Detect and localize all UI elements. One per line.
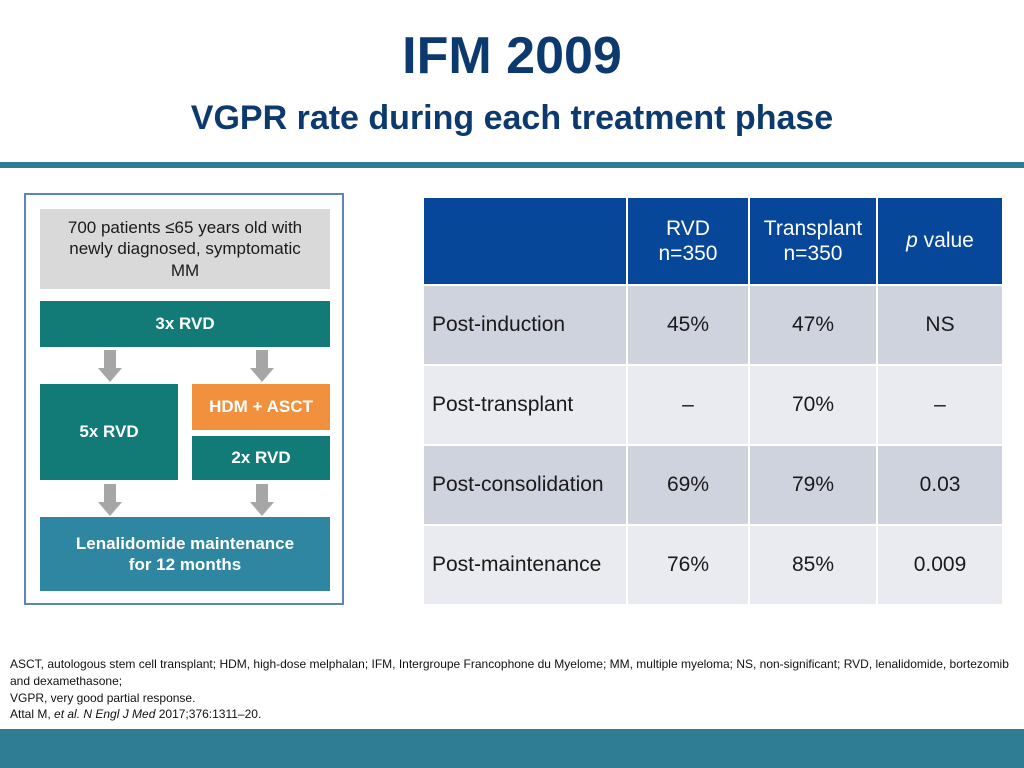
header-transplant: Transplant n=350 [748, 196, 878, 286]
consolidation-box: 2x RVD [192, 436, 330, 480]
down-arrow-icon [250, 350, 274, 384]
rvd-arm-box: 5x RVD [40, 384, 178, 480]
transplant-arm-box: HDM + ASCT [192, 384, 330, 430]
header-p-value: p value [876, 196, 1004, 286]
rvd-cell: 76% [626, 524, 750, 606]
rvd-cell: – [626, 364, 750, 446]
down-arrow-icon [98, 350, 122, 384]
p-value-cell: – [876, 364, 1004, 446]
table-row: Post-consolidation 69% 79% 0.03 [422, 444, 1004, 526]
transplant-cell: 70% [748, 364, 878, 446]
table-header-row: RVD n=350 Transplant n=350 p value [422, 196, 1004, 286]
down-arrow-icon [98, 484, 122, 518]
down-arrow-icon [250, 484, 274, 518]
header-rvd: RVD n=350 [626, 196, 750, 286]
transplant-cell: 85% [748, 524, 878, 606]
p-value-cell: 0.03 [876, 444, 1004, 526]
abbreviations-line: ASCT, autologous stem cell transplant; H… [10, 657, 1009, 688]
abbreviations-line: VGPR, very good partial response. [10, 690, 196, 705]
table-row: Post-transplant – 70% – [422, 364, 1004, 446]
transplant-cell: 47% [748, 284, 878, 366]
rvd-cell: 69% [626, 444, 750, 526]
table-row: Post-induction 45% 47% NS [422, 284, 1004, 366]
rvd-cell: 45% [626, 284, 750, 366]
induction-box: 3x RVD [40, 301, 330, 347]
slide-title: IFM 2009 [402, 27, 622, 85]
phase-cell: Post-induction [422, 284, 628, 366]
citation: Attal M, et al. N Engl J Med 2017;376:13… [10, 707, 262, 722]
maintenance-box: Lenalidomide maintenance for 12 months [40, 517, 330, 591]
footnote: ASCT, autologous stem cell transplant; H… [10, 656, 1010, 723]
footer-bar [0, 729, 1024, 768]
title-divider [0, 162, 1024, 168]
table-row: Post-maintenance 76% 85% 0.009 [422, 524, 1004, 606]
phase-cell: Post-transplant [422, 364, 628, 446]
header-empty-cell [422, 196, 628, 286]
p-value-cell: NS [876, 284, 1004, 366]
slide-subtitle: VGPR rate during each treatment phase [190, 99, 834, 137]
p-value-cell: 0.009 [876, 524, 1004, 606]
phase-cell: Post-consolidation [422, 444, 628, 526]
patients-box: 700 patients ≤65 years old with newly di… [40, 209, 330, 289]
study-design-flowchart: 700 patients ≤65 years old with newly di… [24, 193, 344, 605]
vgpr-results-table: RVD n=350 Transplant n=350 p value Post-… [422, 196, 1004, 606]
phase-cell: Post-maintenance [422, 524, 628, 606]
transplant-cell: 79% [748, 444, 878, 526]
